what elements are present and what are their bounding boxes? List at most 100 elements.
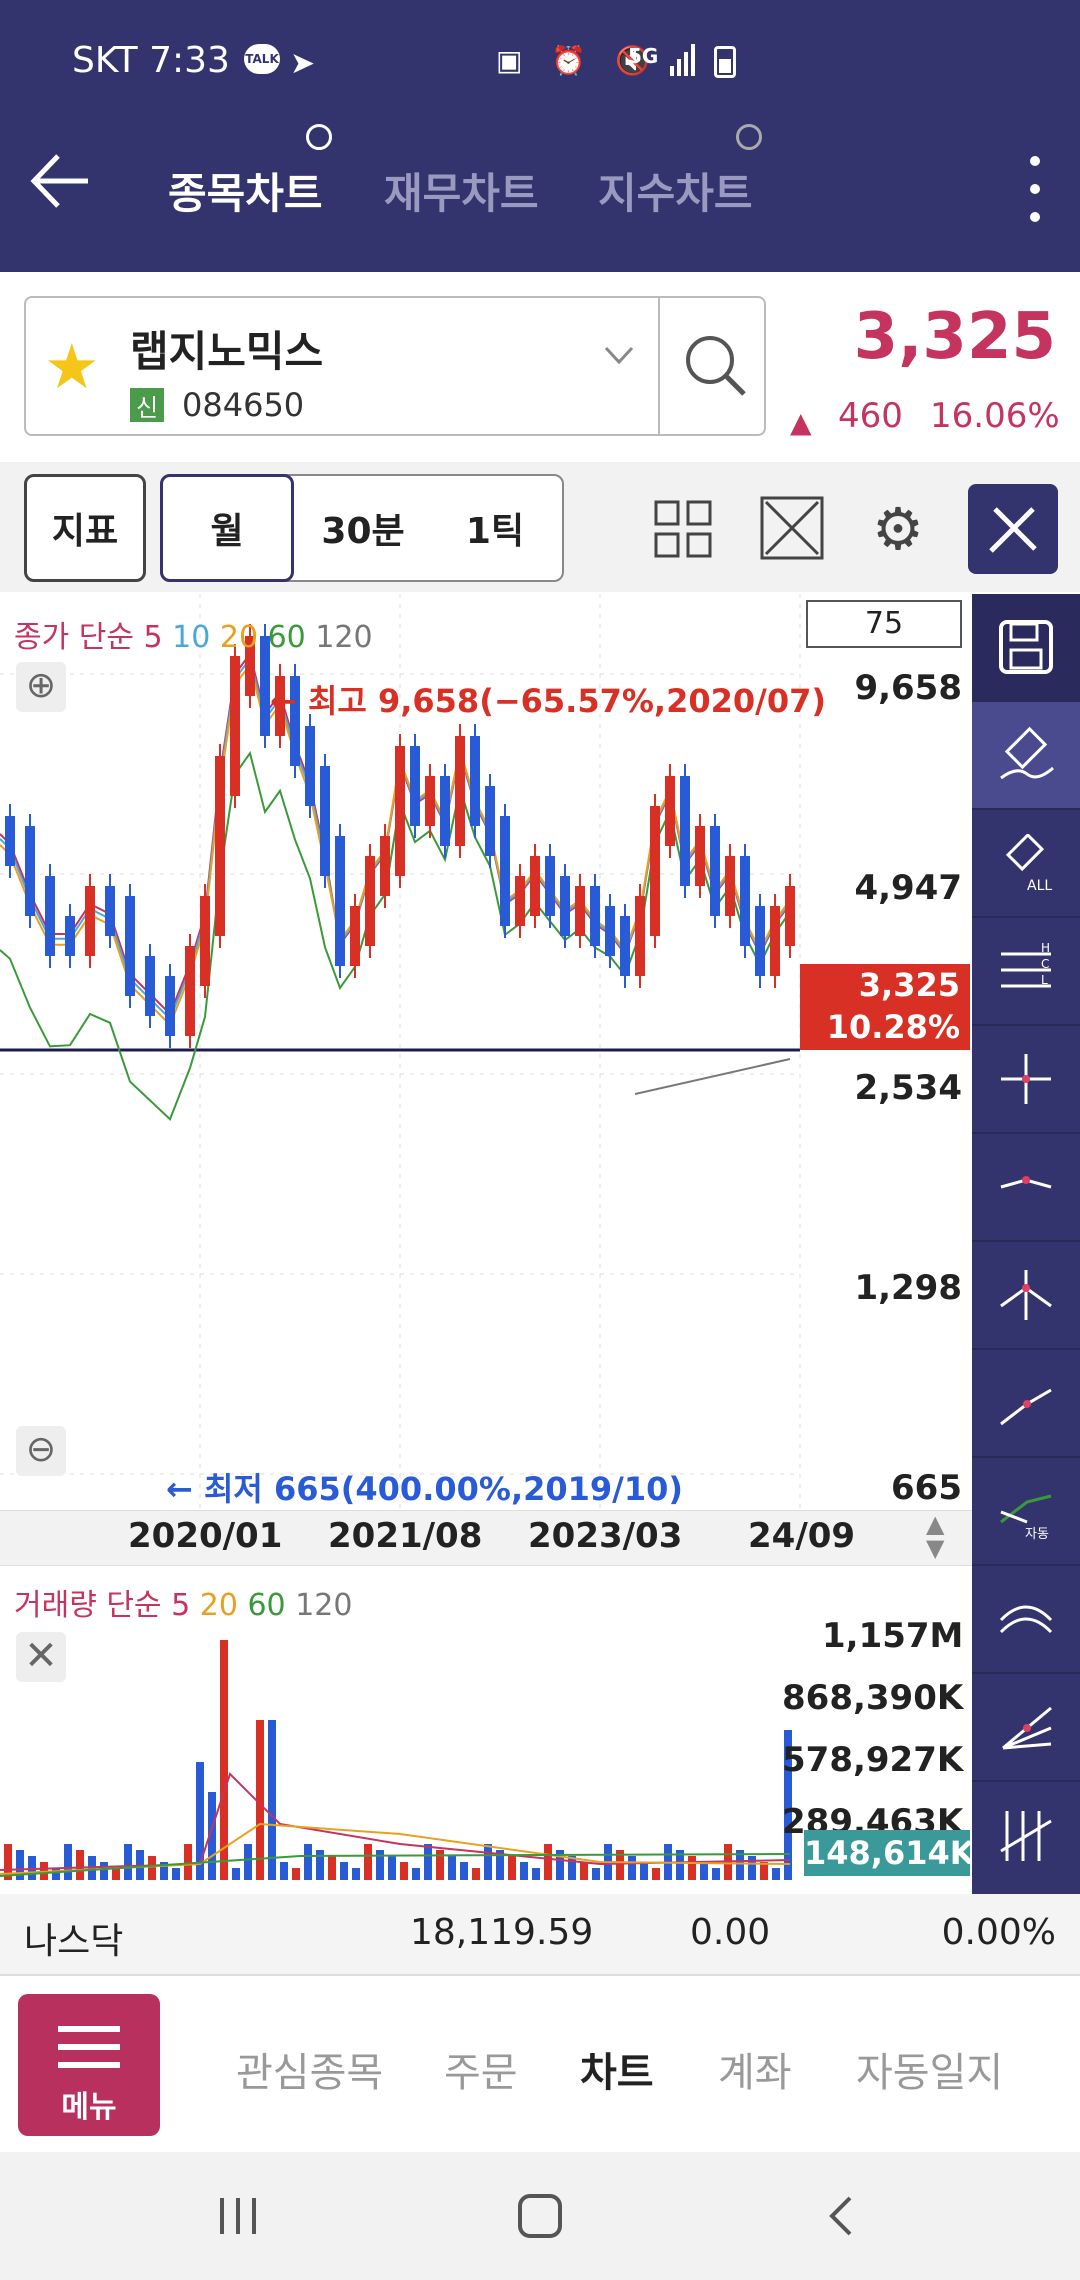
nav-auto-journal[interactable]: 자동일지	[856, 2050, 1004, 2096]
hamburger-line	[58, 2062, 120, 2068]
volume-bar	[784, 1730, 792, 1880]
volume-bar	[736, 1850, 744, 1880]
nav-order[interactable]: 주문	[444, 2050, 518, 2096]
candle	[105, 886, 115, 936]
volume-bar	[400, 1862, 408, 1880]
more-menu-icon[interactable]	[1030, 156, 1040, 222]
volume-bar	[484, 1844, 492, 1880]
telegram-icon: ➤	[290, 46, 316, 81]
nav-account[interactable]: 계좌	[718, 2050, 792, 2096]
candle	[770, 906, 780, 976]
period-month-button[interactable]: 월	[160, 474, 294, 582]
x-tick-label: 2023/03	[528, 1516, 683, 1556]
candle	[470, 736, 480, 826]
grid-layout-icon[interactable]	[654, 500, 712, 558]
volume-bar	[652, 1868, 660, 1880]
candle	[740, 856, 750, 946]
app-header	[0, 0, 1080, 272]
candle	[290, 676, 300, 766]
volume-bar	[424, 1844, 432, 1880]
index-ticker-bar[interactable]	[0, 1894, 1080, 1976]
talk-icon: TALK	[244, 44, 280, 74]
tab-stock-chart[interactable]: 종목차트	[168, 169, 323, 218]
eraser-icon[interactable]	[972, 702, 1080, 810]
tools-icon[interactable]	[968, 484, 1058, 574]
volume-bar	[28, 1856, 36, 1880]
nav-watchlist[interactable]: 관심종목	[236, 2050, 384, 2096]
legend-vma20: 20	[199, 1588, 238, 1623]
volume-y-label: 1,157M	[822, 1616, 964, 1656]
volume-bar	[748, 1856, 756, 1880]
volume-bar	[292, 1868, 300, 1880]
volume-bar	[148, 1856, 156, 1880]
chevron-down-icon[interactable]	[604, 346, 634, 376]
settings-gear-icon[interactable]: ⚙	[872, 495, 924, 563]
current-price-tag: 3,325 10.28%	[800, 964, 970, 1050]
volume-bar	[592, 1868, 600, 1880]
tab-finance-chart[interactable]: 재무차트	[384, 169, 539, 218]
period-tick-button[interactable]: 1틱	[465, 511, 525, 552]
candle	[245, 636, 255, 696]
recent-apps-icon[interactable]	[216, 2196, 260, 2236]
vertical-line-icon[interactable]	[972, 1242, 1080, 1350]
indicator-button[interactable]: 지표	[24, 474, 146, 582]
zoom-out-icon[interactable]: ⊖	[16, 1426, 66, 1476]
tab-index-chart[interactable]: 지수차트	[598, 169, 753, 218]
battery-icon	[714, 46, 736, 78]
arc-icon[interactable]	[972, 1566, 1080, 1674]
candle	[635, 896, 645, 976]
auto-trend-icon[interactable]: 자동	[972, 1458, 1080, 1566]
hcl-l-label: L	[1041, 973, 1048, 987]
menu-button[interactable]: 메뉴	[18, 1994, 160, 2136]
period-30min-button[interactable]: 30분	[321, 511, 405, 552]
back-arrow-icon[interactable]	[28, 150, 90, 212]
candle	[230, 656, 240, 796]
fullscreen-icon[interactable]	[760, 496, 824, 560]
legend-ma120: 120	[315, 620, 373, 655]
candle	[665, 776, 675, 846]
volume-bar	[304, 1844, 312, 1880]
network-5g-icon: 5G	[628, 44, 659, 68]
close-icon[interactable]: ✕	[16, 1632, 66, 1682]
horizontal-line-icon[interactable]	[972, 1134, 1080, 1242]
home-icon[interactable]	[518, 2194, 562, 2238]
volume-bar	[628, 1856, 636, 1880]
zoom-in-icon[interactable]: ⊕	[16, 662, 66, 712]
volume-bar	[568, 1856, 576, 1880]
candle	[755, 906, 765, 976]
candle	[545, 856, 555, 916]
save-icon[interactable]	[972, 594, 1080, 702]
candle	[275, 676, 285, 736]
price-tag-pct: 10.28%	[826, 1008, 960, 1046]
crosshair-icon[interactable]	[972, 1026, 1080, 1134]
back-icon[interactable]	[826, 2194, 856, 2238]
erase-all-icon[interactable]: ALL	[972, 810, 1080, 918]
volume-bar	[676, 1850, 684, 1880]
nav-chart[interactable]: 차트	[580, 2050, 654, 2096]
auto-trend-label: 자동	[1025, 1527, 1049, 1540]
trend-line-icon[interactable]	[972, 1350, 1080, 1458]
rotate-icon	[736, 124, 762, 150]
index-change: 0.00	[690, 1912, 771, 1953]
candle-count-input[interactable]: 75	[806, 600, 962, 648]
status-icons: ▣ ⏰ 🔇	[496, 44, 660, 77]
volume-bar	[772, 1868, 780, 1880]
legend-ma60: 60	[267, 620, 306, 655]
axis-scroll-arrows-icon[interactable]: ▲ ▼	[926, 1510, 945, 1562]
fan-line-icon[interactable]	[972, 1674, 1080, 1782]
stock-selector[interactable]	[24, 296, 766, 436]
search-icon[interactable]	[680, 330, 750, 400]
fibonacci-icon[interactable]	[972, 1782, 1080, 1890]
high-annotation: ← 최고 9,658(−65.57%,2020/07)	[270, 682, 826, 720]
up-triangle-icon: ▲	[790, 406, 812, 439]
star-favorite-icon[interactable]: ★	[44, 330, 100, 403]
candle	[5, 816, 15, 866]
candle	[185, 946, 195, 1036]
volume-bar	[268, 1720, 276, 1880]
candle	[590, 886, 600, 946]
divider	[658, 298, 660, 434]
volume-bar	[544, 1844, 552, 1880]
chart-canvas[interactable]	[0, 594, 972, 1894]
x-tick-label: 2020/01	[128, 1516, 283, 1556]
